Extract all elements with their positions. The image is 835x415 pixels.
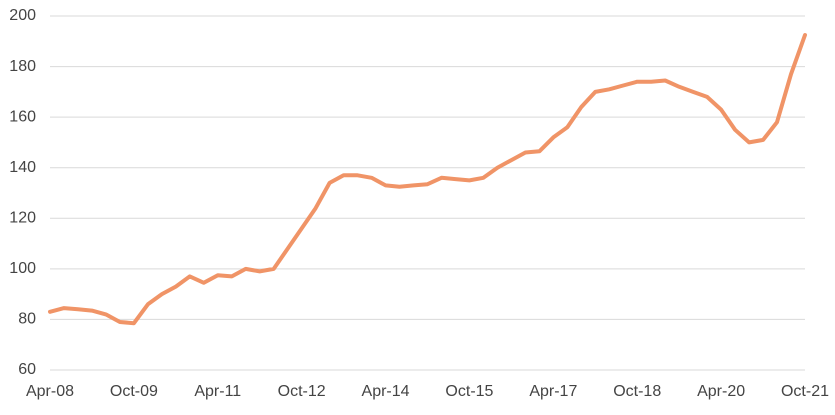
x-tick-label: Apr-20: [697, 383, 745, 400]
x-tick-label: Oct-15: [445, 383, 493, 400]
y-tick-label: 160: [9, 108, 36, 125]
y-tick-label: 140: [9, 159, 36, 176]
x-tick-label: Oct-12: [278, 383, 326, 400]
x-tick-label: Oct-21: [781, 383, 829, 400]
x-tick-label: Apr-11: [194, 383, 241, 400]
line-series: [48, 33, 807, 326]
y-tick-label: 200: [9, 7, 36, 24]
x-tick-label: Apr-14: [362, 383, 410, 400]
y-tick-label: 120: [9, 210, 36, 227]
y-tick-label: 100: [9, 260, 36, 277]
y-tick-label: 180: [9, 58, 36, 75]
x-tick-label: Oct-18: [613, 383, 661, 400]
x-tick-label: Oct-09: [110, 383, 158, 400]
x-tick-label: Apr-08: [26, 383, 74, 400]
x-tick-label: Apr-17: [529, 383, 577, 400]
y-tick-label: 80: [18, 311, 36, 328]
y-tick-label: 60: [18, 361, 36, 378]
